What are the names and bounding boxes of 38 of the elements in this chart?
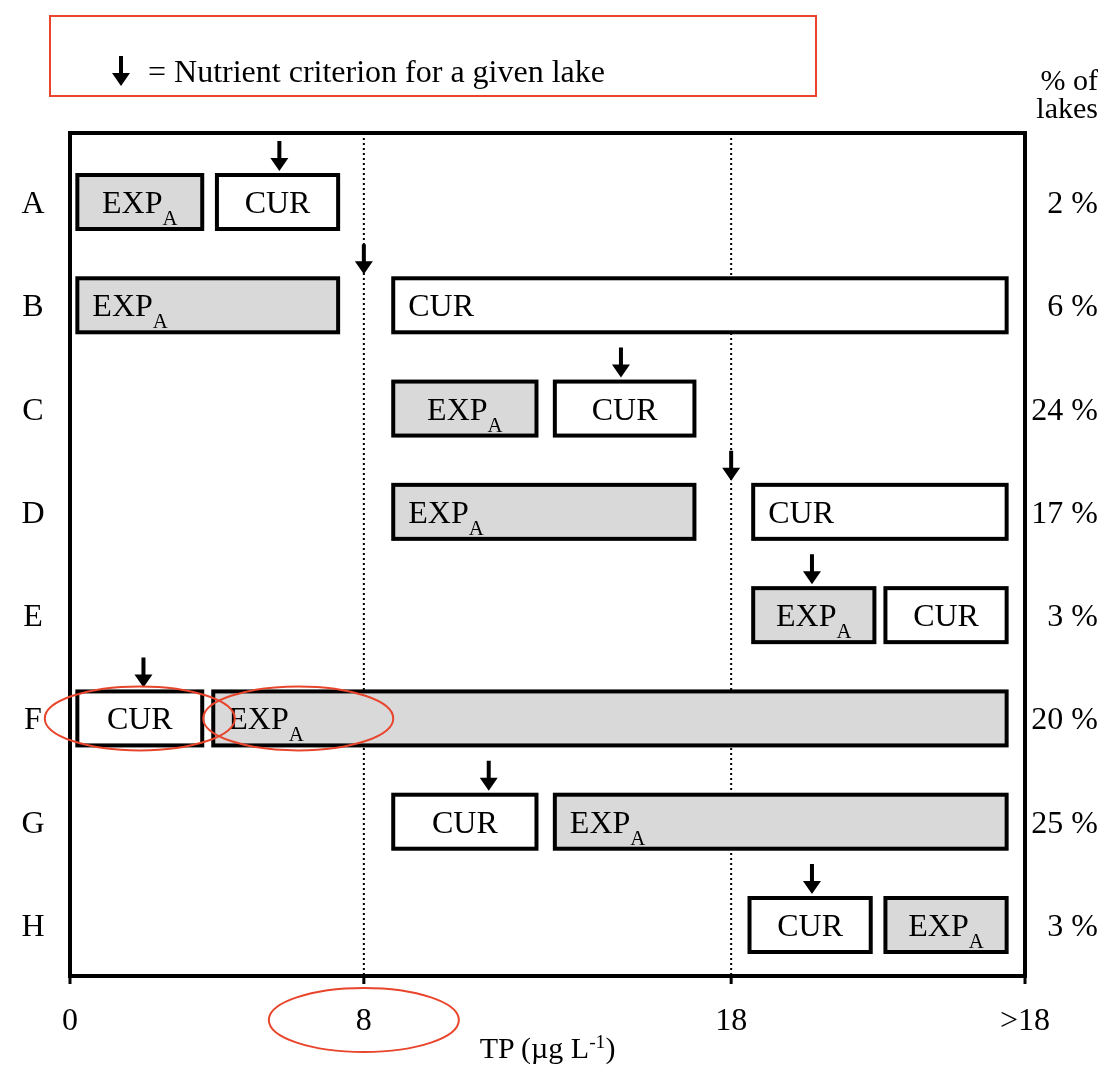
- legend-label: = Nutrient criterion for a given lake: [148, 53, 605, 89]
- text: 20 %: [1031, 700, 1098, 737]
- text: CUR: [913, 597, 979, 634]
- text: EXP$_{A}$: [569, 803, 646, 849]
- text: CUR: [431, 803, 498, 840]
- text: CUR: [768, 493, 834, 530]
- text: CUR: [408, 287, 475, 324]
- y-tick-label: C: [22, 390, 44, 427]
- text: EXP$_{A}$: [776, 597, 852, 642]
- y-tick-label: H: [21, 907, 45, 943]
- text: CUR: [777, 907, 844, 943]
- text: EXP$_{A}$: [92, 287, 168, 332]
- x-tick-label: 8: [355, 1001, 372, 1037]
- series-label: CUR: [244, 184, 312, 220]
- text: CUR: [591, 390, 658, 427]
- x-tick-label: 18: [715, 1001, 748, 1037]
- text: 3 %: [1047, 907, 1098, 943]
- series-label: EXP$_{A}$: [102, 184, 178, 229]
- y-tick-label: A: [21, 184, 45, 220]
- x-axis-title: TP (µg L$^{-1}$): [479, 1030, 616, 1065]
- x-tick-label: 0: [62, 1001, 78, 1037]
- text: EXP$_{A}$: [408, 493, 484, 539]
- text: 24 %: [1031, 390, 1098, 427]
- text: 17 %: [1031, 493, 1098, 530]
- text: 6 %: [1047, 287, 1098, 324]
- y-tick-label: G: [21, 803, 45, 840]
- y-tick-label: B: [22, 287, 44, 324]
- y-tick-label: F: [24, 700, 42, 737]
- text: 2 %: [1047, 184, 1098, 220]
- y-tick-label: D: [21, 493, 45, 530]
- text: 3 %: [1047, 597, 1098, 634]
- text: 25 %: [1031, 803, 1098, 840]
- y2-axis-title: % of lakes: [1036, 63, 1099, 124]
- text: CUR: [106, 700, 173, 737]
- x-tick-label: >18: [999, 1001, 1051, 1037]
- text: EXP$_{A}$: [427, 390, 503, 436]
- y-tick-label: E: [23, 597, 43, 634]
- text: EXP$_{A}$: [908, 907, 984, 952]
